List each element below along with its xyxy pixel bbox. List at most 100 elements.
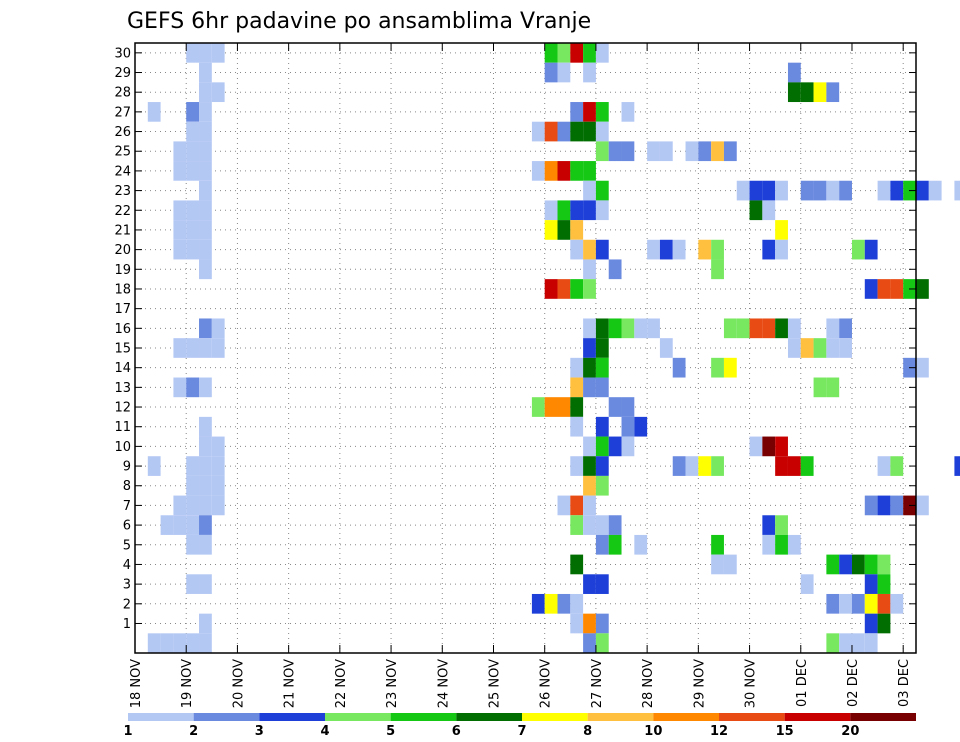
precip-cell [544,220,558,240]
precip-cell [595,456,609,476]
y-tick-label: 30 [114,46,131,61]
y-tick-label: 17 [114,302,131,317]
precip-cell [826,377,840,398]
legend-label: 5 [386,724,395,739]
precip-cell [608,397,622,417]
precip-cell [531,593,545,614]
precip-cell [775,180,788,201]
precip-cell [583,377,596,398]
precip-cell [698,141,712,162]
precip-cell [557,200,571,221]
precip-cell [762,515,776,535]
y-tick-label: 19 [114,263,131,278]
precip-cell [762,534,776,555]
y-tick-label: 18 [114,282,131,297]
precip-cell [877,279,891,299]
precip-cell [557,121,571,142]
precip-cell [877,613,891,634]
precip-cell [723,554,737,575]
precip-cell [775,456,788,476]
precip-cell [544,62,558,83]
precip-cell [186,43,200,63]
precip-cell [199,239,212,260]
precip-cell [826,633,840,653]
precip-cell [531,397,545,417]
y-tick-label: 24 [114,164,131,179]
legend-label: 12 [710,724,728,739]
precip-cell [621,416,635,437]
precip-cell [595,141,609,162]
precip-cell [595,515,609,535]
precip-cell [608,534,622,555]
precip-cell [199,121,212,142]
precip-cell [711,357,724,378]
legend-label: 2 [189,724,198,739]
precip-cell [570,397,584,417]
x-tick-label: 20 NOV [231,659,246,708]
precip-cell [723,141,737,162]
precip-cell [583,259,596,280]
precip-cell [647,318,660,339]
y-tick-label: 29 [114,66,131,81]
precip-cell [711,239,724,260]
precip-cell [199,62,212,83]
precip-cell [570,495,584,516]
precip-cell [775,220,788,240]
precip-cell [711,259,724,280]
x-tick-label: 24 NOV [436,659,451,708]
legend-swatch [653,713,719,721]
precip-cell [608,318,622,339]
precip-cell [595,475,609,496]
precip-cell [800,338,814,358]
precip-cell [595,318,609,339]
precip-cell [160,633,174,653]
precip-cell [199,102,212,122]
precip-cell [864,495,878,516]
x-tick-label: 03 DEC [897,659,912,707]
precip-cell [826,180,840,201]
precip-cell [211,495,225,516]
precip-cell [583,495,596,516]
y-tick-label: 22 [114,204,131,219]
legend-swatch [719,713,785,721]
y-tick-label: 26 [114,125,131,140]
precip-cell [186,220,200,240]
precip-cell [685,456,699,476]
precip-cell [557,593,571,614]
precip-cell [672,239,686,260]
precip-cell [864,613,878,634]
precip-cell [147,633,161,653]
precip-cell [583,102,596,122]
x-tick-label: 02 DEC [846,659,861,707]
precip-cell [186,121,200,142]
precip-cell [583,279,596,299]
precip-cell [916,279,929,299]
legend-label: 4 [320,724,329,739]
precip-cell [672,456,686,476]
precip-cell [762,436,776,457]
precip-cell [621,436,635,457]
precip-cell [621,397,635,417]
precip-cell [557,397,571,417]
precip-cell [659,338,673,358]
precip-cell [583,456,596,476]
precip-cell [916,495,929,516]
precip-cell [570,279,584,299]
precip-cell [570,613,584,634]
legend-swatch [587,713,654,721]
precip-cell [173,633,187,653]
precip-cell [711,141,724,162]
precip-cell [839,554,852,575]
y-tick-label: 23 [114,184,131,199]
precip-cell [583,239,596,260]
precip-cell [839,318,852,339]
precip-cell [147,102,161,122]
precip-cell [813,377,827,398]
precip-cell [762,180,776,201]
y-tick-label: 8 [123,479,131,494]
precip-cell [800,574,814,594]
precip-cell [595,377,609,398]
precip-cell [800,456,814,476]
precip-cell [211,475,225,496]
precip-cell [199,475,212,496]
